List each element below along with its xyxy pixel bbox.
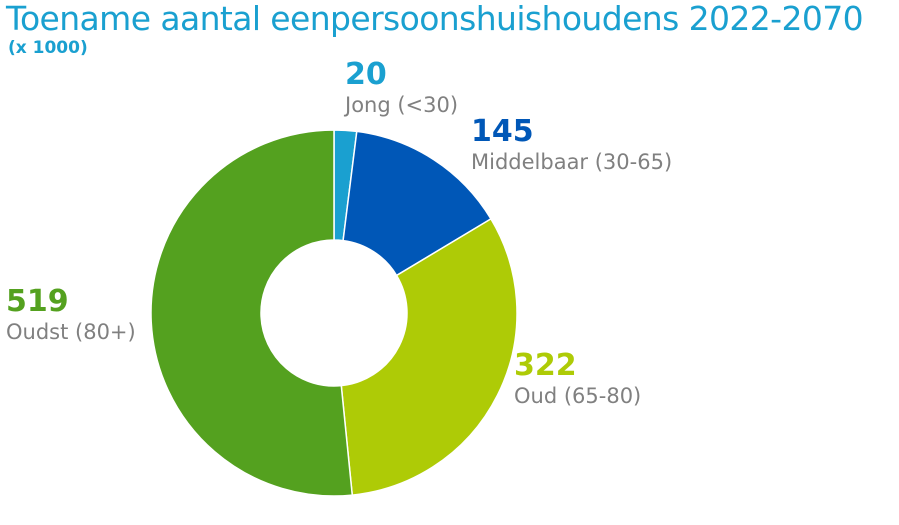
- slice-label-oud: 322 Oud (65-80): [514, 349, 641, 409]
- chart-subtitle: (x 1000): [8, 38, 88, 58]
- donut-slice-oud: [340, 217, 518, 496]
- donut-slice-middelbaar: [342, 130, 492, 277]
- slice-category-middelbaar: Middelbaar (30-65): [471, 150, 673, 174]
- slice-label-jong: 20 Jong (<30): [345, 58, 458, 118]
- donut-slices: [150, 129, 518, 497]
- slice-label-oudst: 519 Oudst (80+): [6, 285, 136, 345]
- slice-value-middelbaar: 145: [471, 114, 534, 149]
- donut-slice-oudst: [150, 129, 354, 497]
- slice-label-middelbaar: 145 Middelbaar (30-65): [471, 115, 672, 175]
- slice-category-jong: Jong (<30): [345, 93, 459, 117]
- slice-category-oudst: Oudst (80+): [6, 320, 136, 344]
- slice-value-oud: 322: [514, 348, 577, 383]
- slice-value-oudst: 519: [6, 284, 69, 319]
- chart-title: Toename aantal eenpersoonshuishoudens 20…: [6, 0, 864, 38]
- slice-category-oud: Oud (65-80): [514, 384, 642, 408]
- slice-value-jong: 20: [345, 57, 387, 92]
